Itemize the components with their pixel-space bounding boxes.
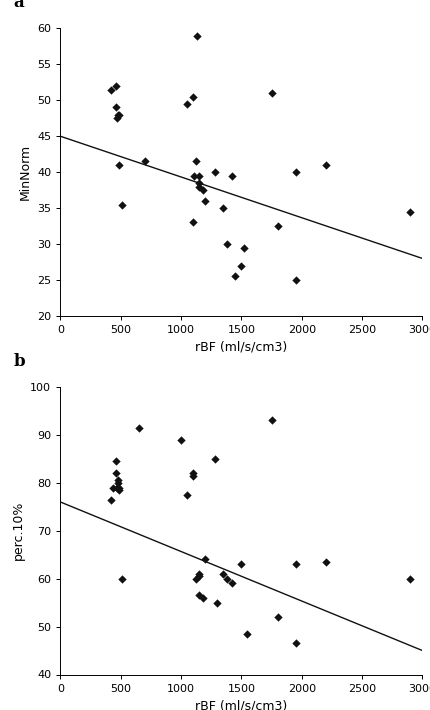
Point (237, 559, 244, 570)
Point (199, 185, 206, 196)
Point (116, 109, 123, 120)
Point (112, 467, 119, 479)
Point (211, 166, 218, 178)
Point (108, 494, 114, 506)
Point (114, 477, 121, 488)
Point (177, 434, 184, 445)
Point (211, 453, 218, 464)
Point (116, 482, 123, 493)
Point (228, 578, 235, 589)
Point (406, 206, 413, 217)
X-axis label: rBF (ml/s/cm3): rBF (ml/s/cm3) (195, 341, 287, 354)
Point (195, 178, 202, 189)
Point (267, 87, 274, 99)
Point (114, 109, 121, 120)
Point (114, 482, 120, 493)
Point (183, 489, 190, 501)
Point (112, 102, 119, 113)
Point (292, 638, 298, 649)
Point (118, 199, 125, 210)
Point (112, 80, 119, 92)
Point (195, 181, 202, 192)
Point (193, 30, 200, 41)
Point (223, 573, 230, 584)
Point (406, 573, 413, 584)
Point (219, 568, 226, 579)
Point (189, 470, 196, 481)
Point (190, 170, 197, 182)
Point (183, 98, 190, 109)
Point (292, 274, 298, 285)
Point (114, 475, 121, 486)
Point (322, 159, 329, 170)
Y-axis label: perc.10%: perc.10% (12, 501, 25, 560)
Y-axis label: MinNorm: MinNorm (18, 144, 31, 200)
Point (237, 260, 244, 271)
Text: b: b (13, 353, 25, 370)
Point (189, 467, 196, 479)
Point (199, 592, 206, 604)
Point (219, 202, 226, 214)
Point (116, 159, 123, 170)
Point (189, 91, 196, 102)
Point (228, 170, 235, 182)
Text: a: a (13, 0, 24, 11)
Point (273, 611, 280, 623)
Point (118, 573, 125, 584)
X-axis label: rBF (ml/s/cm3): rBF (ml/s/cm3) (195, 699, 287, 710)
Point (201, 554, 208, 565)
Point (195, 571, 202, 582)
Point (135, 422, 142, 433)
Point (189, 217, 196, 228)
Point (201, 195, 208, 207)
Point (112, 456, 119, 467)
Point (292, 559, 298, 570)
Point (322, 556, 329, 567)
Point (192, 155, 199, 167)
Point (195, 170, 202, 182)
Point (223, 239, 230, 250)
Point (141, 155, 148, 167)
Point (192, 573, 199, 584)
Point (267, 415, 274, 426)
Point (231, 271, 238, 282)
Point (114, 113, 120, 124)
Point (195, 590, 202, 601)
Point (240, 242, 247, 253)
Point (110, 482, 117, 493)
Point (213, 597, 220, 608)
Point (108, 84, 114, 95)
Point (273, 220, 280, 231)
Point (195, 568, 202, 579)
Point (116, 484, 123, 496)
Point (292, 166, 298, 178)
Point (243, 628, 250, 640)
